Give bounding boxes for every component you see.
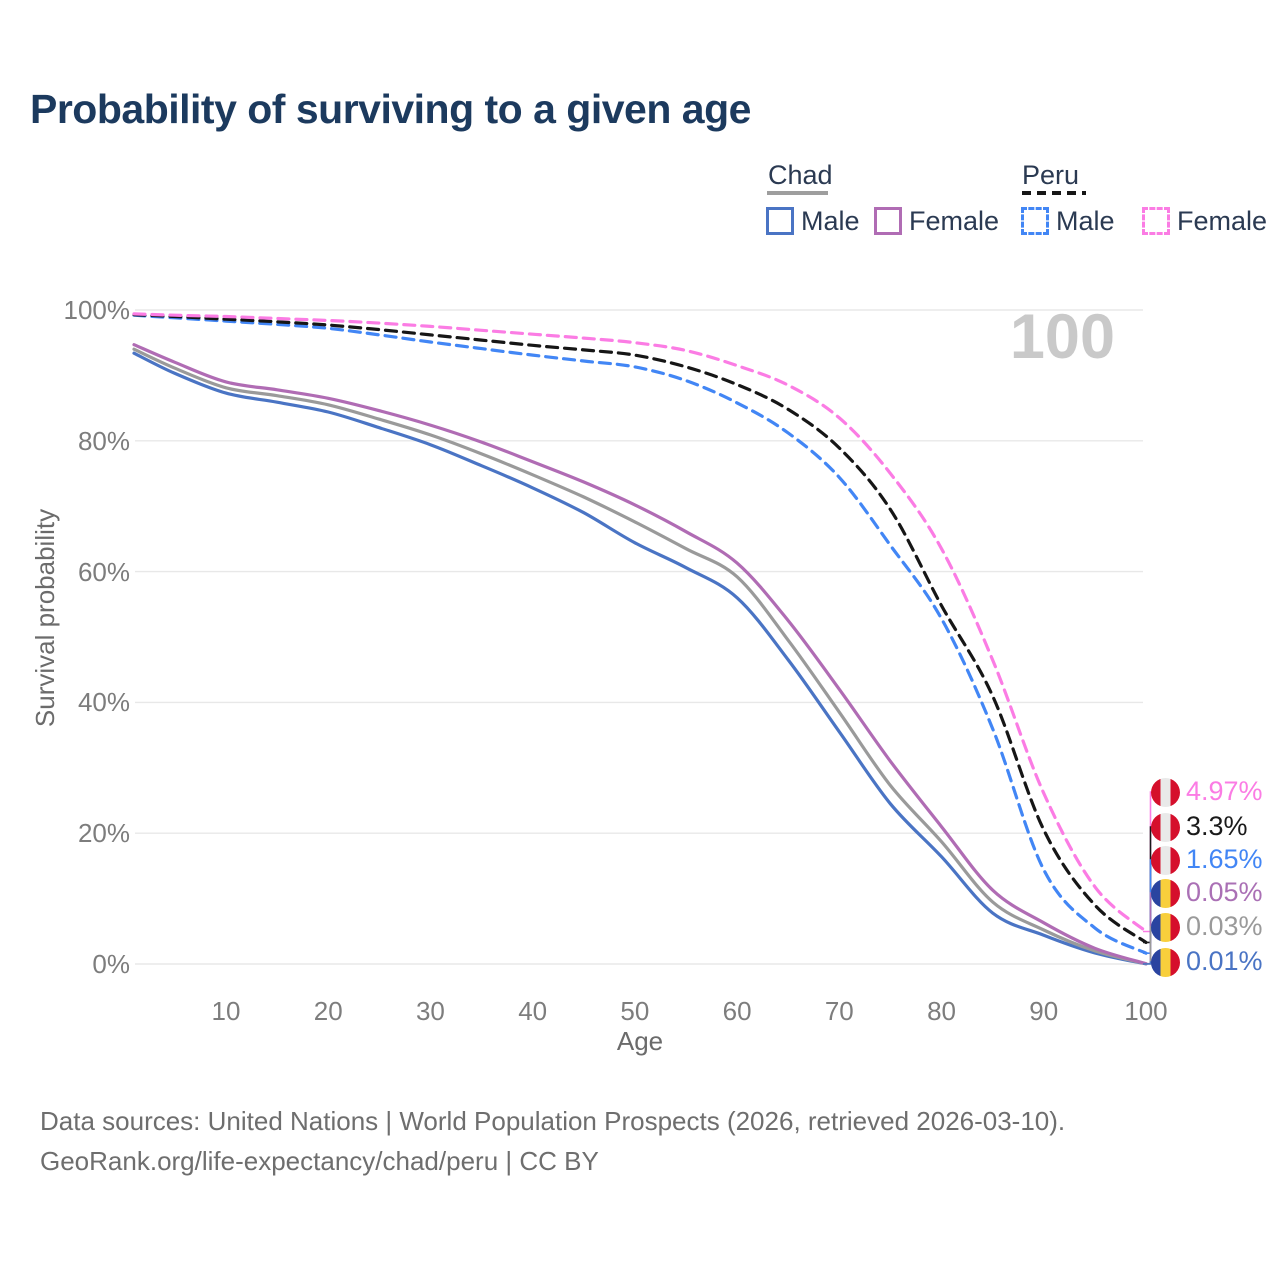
x-tick-label: 50 [620, 996, 650, 1026]
page-title: Probability of surviving to a given age [30, 86, 751, 132]
legend-swatch-peru-male[interactable] [1021, 207, 1049, 235]
x-tick-label: 40 [518, 996, 548, 1026]
hovered-age-watermark: 100 [1009, 302, 1115, 372]
series-line-peru-female[interactable] [132, 312, 1148, 934]
series-line-peru-male[interactable] [132, 313, 1148, 955]
y-tick-label: 20% [77, 818, 130, 849]
y-tick-label: 60% [77, 556, 130, 587]
attribution-link-text[interactable]: GeoRank.org/life-expectancy/chad/peru | … [40, 1146, 599, 1176]
end-value-label-peru: 3.3% [1186, 811, 1248, 841]
legend-group-peru[interactable]: Peru [1022, 160, 1080, 190]
series-line-peru[interactable] [132, 313, 1148, 944]
end-value-label-chad-female: 0.05% [1186, 877, 1263, 907]
legend-swatch-chad-male[interactable] [766, 207, 794, 235]
y-tick-label: 100% [63, 295, 131, 325]
data-sources-text: Data sources: United Nations | World Pop… [40, 1106, 1066, 1136]
x-tick-label: 100 [1124, 996, 1168, 1026]
peru-flag-icon [1151, 777, 1180, 807]
x-tick-label: 20 [313, 996, 343, 1026]
x-tick-label: 10 [211, 996, 241, 1026]
peru-flag-icon [1151, 812, 1180, 842]
legend-swatch-peru-female[interactable] [1142, 207, 1170, 235]
x-axis-label: Age [616, 1026, 664, 1056]
peru-flag-icon [1151, 845, 1180, 875]
legend-label-peru-male[interactable]: Male [1056, 206, 1115, 236]
x-tick-label: 60 [722, 996, 752, 1026]
legend-swatch-chad-female[interactable] [874, 207, 902, 235]
x-tick-label: 80 [927, 996, 956, 1026]
chad-flag-icon [1151, 912, 1180, 942]
end-value-label-chad: 0.03% [1186, 911, 1263, 941]
y-axis-label: Survival probability [30, 508, 60, 728]
x-tick-label: 90 [1029, 996, 1059, 1026]
end-value-label-peru-male: 1.65% [1186, 844, 1263, 874]
y-tick-label: 0% [92, 949, 130, 979]
x-tick-label: 70 [824, 996, 854, 1026]
legend-label-chad-male[interactable]: Male [801, 206, 860, 236]
y-tick-label: 40% [77, 687, 130, 718]
chad-flag-icon [1151, 947, 1180, 977]
chad-flag-icon [1151, 878, 1180, 908]
legend-group-chad[interactable]: Chad [768, 160, 833, 190]
legend-chad-line-swatch [767, 191, 828, 195]
series-line-chad-female[interactable] [132, 343, 1148, 966]
end-value-label-peru-female: 4.97% [1186, 776, 1263, 806]
x-tick-label: 30 [415, 996, 445, 1026]
legend-label-peru-female[interactable]: Female [1177, 206, 1268, 236]
legend-label-chad-female[interactable]: Female [909, 206, 1000, 236]
legend-peru-line-swatch [1022, 191, 1086, 195]
series-line-chad[interactable] [132, 347, 1148, 966]
end-value-label-chad-male: 0.01% [1186, 946, 1263, 976]
series-line-chad-male[interactable] [132, 351, 1148, 966]
y-tick-label: 80% [77, 425, 130, 456]
